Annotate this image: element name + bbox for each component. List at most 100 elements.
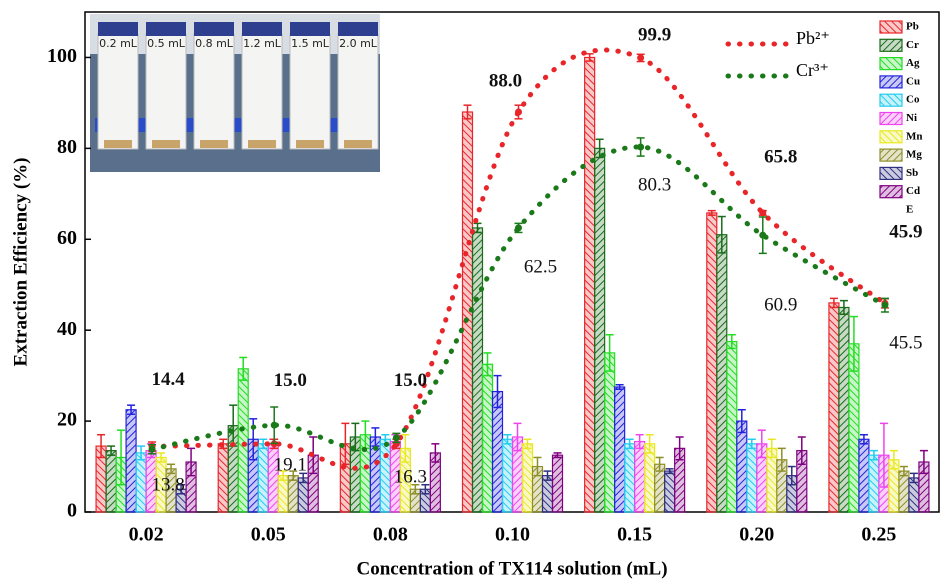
- bar: [380, 439, 390, 512]
- legend-label: Pb²⁺: [796, 28, 830, 48]
- bar: [523, 444, 533, 512]
- line-point: [881, 302, 888, 309]
- legend-label: Cr³⁺: [796, 60, 829, 80]
- legend-label: Ag: [906, 57, 920, 69]
- line-point: [759, 209, 766, 216]
- bar: [483, 364, 493, 512]
- legend-swatch: [880, 39, 902, 51]
- legend-label: Pb: [906, 21, 919, 33]
- value-label: 60.9: [764, 295, 797, 316]
- x-tick-label: 0.15: [617, 524, 652, 546]
- legend-label: Mn: [906, 130, 923, 142]
- bar: [665, 471, 675, 512]
- legend-label: Co: [906, 94, 920, 106]
- legend-label: Mg: [906, 149, 922, 161]
- x-tick-label: 0.25: [861, 524, 896, 546]
- legend-swatch: [880, 113, 902, 125]
- line-point: [759, 232, 766, 239]
- value-label: 15.0: [274, 370, 307, 391]
- bar: [258, 444, 268, 512]
- value-label: 13.8: [151, 475, 184, 496]
- line-point: [515, 109, 522, 116]
- bar: [136, 453, 146, 512]
- bar: [829, 303, 839, 512]
- bar: [605, 353, 615, 512]
- legend-swatch: [880, 21, 902, 33]
- value-label: 88.0: [489, 70, 522, 91]
- value-label: 80.3: [638, 174, 671, 195]
- y-tick-label: 0: [67, 500, 77, 522]
- legend-swatch: [880, 76, 902, 88]
- bar: [473, 228, 483, 512]
- inset-label: 0.5 mL: [147, 37, 186, 50]
- bar: [503, 439, 513, 512]
- inset-label: 1.2 mL: [243, 37, 282, 50]
- chart: Concentration of TX114 solution (mL) Ext…: [0, 0, 940, 581]
- line-point: [515, 224, 522, 231]
- x-tick-label: 0.08: [373, 524, 408, 546]
- value-label: 14.4: [151, 369, 185, 390]
- value-label: 62.5: [524, 256, 557, 277]
- bar: [727, 342, 737, 512]
- bar: [615, 387, 625, 512]
- y-tick-label: 100: [47, 45, 77, 67]
- bar: [747, 444, 757, 512]
- bar: [278, 476, 288, 512]
- y-tick-label: 80: [57, 136, 77, 158]
- y-tick-label: 60: [57, 227, 77, 249]
- bar: [106, 451, 116, 512]
- y-axis-title: Extraction Efficiency (%): [10, 158, 31, 367]
- inset-label: 1.5 mL: [291, 37, 330, 50]
- line-point: [149, 446, 156, 453]
- legend-swatch: [880, 167, 902, 179]
- y-tick-label: 20: [57, 409, 77, 431]
- legend-swatch: [880, 94, 902, 106]
- bar: [543, 476, 553, 512]
- legend-swatch: [880, 131, 902, 143]
- line-point: [393, 434, 400, 441]
- line-point: [271, 422, 278, 429]
- bar: [218, 444, 228, 512]
- value-label: 15.0: [394, 370, 427, 391]
- legend-label: Ni: [906, 112, 917, 124]
- bar: [737, 421, 747, 512]
- y-tick-label: 40: [57, 318, 77, 340]
- x-tick-label: 0.10: [495, 524, 530, 546]
- bar: [625, 444, 635, 512]
- legend-swatch: [880, 186, 902, 198]
- bar: [899, 471, 909, 512]
- inset-label: 2.0 mL: [339, 37, 378, 50]
- bar: [869, 455, 879, 512]
- bar: [707, 213, 717, 512]
- bar: [238, 369, 248, 512]
- x-tick-label: 0.05: [251, 524, 286, 546]
- value-label: 19.1: [274, 455, 307, 476]
- legend-label: Cr: [906, 39, 919, 51]
- value-label: 45.9: [889, 222, 922, 243]
- bar: [493, 392, 503, 512]
- bar: [595, 148, 605, 512]
- bar: [553, 455, 563, 512]
- value-label: 65.8: [764, 146, 797, 167]
- bar: [635, 442, 645, 512]
- line-point: [637, 54, 644, 61]
- value-label: 99.9: [638, 24, 671, 45]
- bar: [288, 476, 298, 512]
- inset-label: 0.2 mL: [99, 37, 138, 50]
- x-tick-label: 0.20: [739, 524, 774, 546]
- inset-label: 0.8 mL: [195, 37, 234, 50]
- bar: [839, 307, 849, 512]
- line-point: [637, 144, 644, 151]
- bar: [645, 444, 655, 512]
- x-tick-label: 0.02: [129, 524, 164, 546]
- legend-swatch: [880, 58, 902, 70]
- legend-swatch: [880, 149, 902, 161]
- bar: [585, 57, 595, 512]
- value-label: 45.5: [889, 333, 922, 354]
- x-axis-title: Concentration of TX114 solution (mL): [356, 558, 667, 579]
- legend-label: Cu: [906, 75, 920, 87]
- bar: [126, 410, 136, 512]
- legend-label: Cd: [906, 185, 920, 197]
- value-label: 16.3: [394, 466, 427, 487]
- bar: [717, 235, 727, 512]
